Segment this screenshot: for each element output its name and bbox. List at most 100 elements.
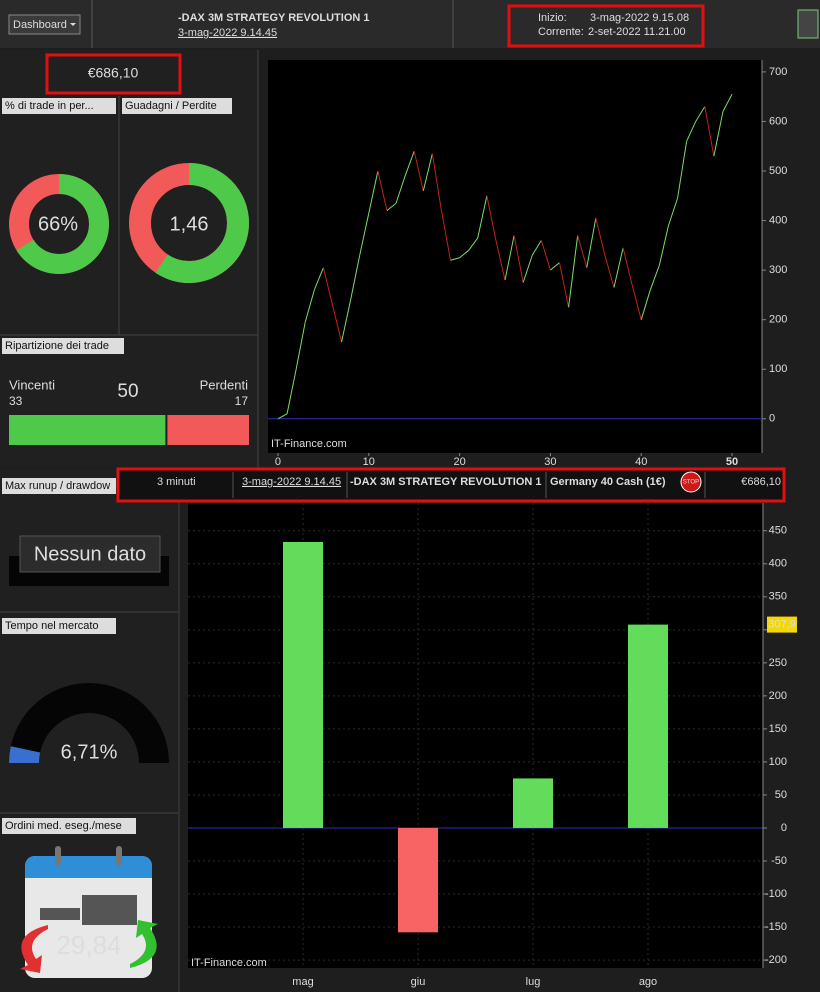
y-tick-label: 0 <box>781 822 787 834</box>
calendar-icon <box>25 846 152 978</box>
equity-segment <box>495 240 506 281</box>
x-tick-label: 20 <box>453 456 465 468</box>
equity-segment <box>540 240 551 271</box>
equity-segment <box>640 289 651 320</box>
widget-title-box <box>2 98 116 114</box>
instrument: Germany 40 Cash (1€) <box>550 476 666 488</box>
y-tick-label: 300 <box>769 264 787 276</box>
up-arrow <box>130 920 158 968</box>
bar <box>398 827 438 933</box>
y-tick-label: 200 <box>769 314 787 326</box>
x-tick-label: 50 <box>726 456 738 468</box>
widget-title-box <box>2 818 136 834</box>
watermark: IT-Finance.com <box>271 438 347 450</box>
widget-title: Ripartizione dei trade <box>5 340 109 352</box>
equity-segment <box>677 141 688 199</box>
equity-segment <box>686 121 697 142</box>
win-rate-label: 66% <box>38 213 78 235</box>
x-tick-label: 40 <box>635 456 647 468</box>
toolbar-gain: €686,10 <box>741 476 781 488</box>
highlight <box>507 4 705 48</box>
y-tick-label: 0 <box>769 413 775 425</box>
donut-gain <box>129 163 249 283</box>
bar <box>283 541 323 828</box>
equity-segment <box>695 106 706 122</box>
toolbar <box>117 468 785 502</box>
equity-segment <box>595 217 606 256</box>
strategy-name: -DAX 3M STRATEGY REVOLUTION 1 <box>178 12 370 24</box>
bar <box>628 624 668 828</box>
equity-segment <box>658 225 669 266</box>
equity-segment <box>486 195 497 241</box>
stop-button[interactable] <box>680 471 702 493</box>
x-tick-label: ago <box>639 976 657 988</box>
widget-title-box <box>2 338 124 354</box>
menu-label[interactable]: Dashboard <box>13 19 67 31</box>
equity-segment <box>331 304 343 343</box>
equity-segment <box>459 249 470 259</box>
equity-segment <box>613 247 624 288</box>
date-link[interactable]: 3-mag-2022 9.14.45 <box>242 476 341 488</box>
y-tick-label: -200 <box>765 954 787 966</box>
winners: 33 <box>9 394 23 408</box>
y-tick-label: 400 <box>769 214 787 226</box>
equity-segment <box>341 299 352 343</box>
x-tick-label: giu <box>411 976 426 988</box>
message-box <box>19 535 161 573</box>
equity-segment <box>386 202 397 212</box>
y-tick-label: 100 <box>769 756 787 768</box>
stop-label[interactable]: STOP <box>683 480 699 486</box>
equity-segment <box>431 153 442 211</box>
strategy-name: -DAX 3M STRATEGY REVOLUTION 1 <box>350 476 542 488</box>
y-tick-label: 700 <box>769 66 787 78</box>
date-link[interactable]: 3-mag-2022 9.14.45 <box>178 27 277 39</box>
x-tick-label: lug <box>526 976 541 988</box>
y-tick-label: 350 <box>769 591 787 603</box>
orders-value: 29,84 <box>56 930 121 960</box>
equity-segment <box>295 322 306 370</box>
equity-segment <box>504 235 515 281</box>
equity-segment <box>531 240 542 256</box>
y-tick-label: -150 <box>765 921 787 933</box>
y-tick-label: 100 <box>769 363 787 375</box>
equity-segment <box>450 257 460 261</box>
equity-segment <box>286 369 297 414</box>
gauge-value <box>9 746 41 764</box>
equity-segment <box>413 151 424 191</box>
start-label: Inizio: <box>538 12 567 24</box>
value-label: 307,9 <box>768 619 796 631</box>
equity-segment <box>368 170 379 214</box>
widget-title: Ordini med. eseg./mese <box>5 820 122 832</box>
equity-segment <box>704 106 715 157</box>
equity-segment <box>304 289 315 323</box>
losers-bar <box>167 415 249 445</box>
equity-segment <box>622 247 633 286</box>
gauge-track <box>9 683 169 764</box>
equity-plot <box>268 60 762 453</box>
equity-segment <box>359 213 370 256</box>
equity-segment <box>568 235 579 308</box>
menu-caret <box>70 23 76 26</box>
equity-segment <box>422 153 433 191</box>
y-tick-label: 600 <box>769 115 787 127</box>
winners-label: Vincenti <box>9 377 55 392</box>
equity-segment <box>377 170 388 211</box>
equity-segment <box>713 111 724 157</box>
tool-icon[interactable] <box>797 9 819 39</box>
bar <box>513 778 553 828</box>
widget-title-box <box>122 98 232 114</box>
y-tick-label: 250 <box>769 657 787 669</box>
equity-segment <box>468 237 479 251</box>
equity-segment <box>404 151 415 177</box>
menu-button[interactable] <box>8 14 81 35</box>
widget-title-box <box>2 618 116 634</box>
start-date: 3-mag-2022 9.15.08 <box>590 12 689 24</box>
y-tick-label: -50 <box>771 855 787 867</box>
equity-segment <box>440 210 452 261</box>
total: 50 <box>117 381 138 402</box>
equity-segment <box>604 255 615 288</box>
equity-segment <box>559 262 570 308</box>
winners-bar <box>9 415 166 445</box>
equity-segment <box>649 265 660 291</box>
